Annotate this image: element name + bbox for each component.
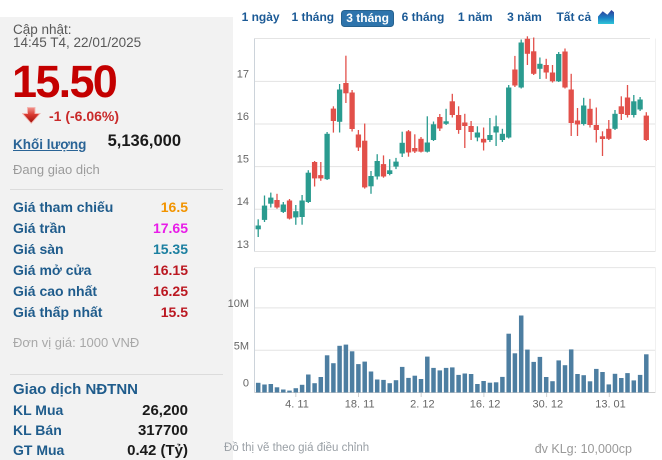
- svg-text:13: 13: [237, 239, 249, 251]
- svg-text:30. 12: 30. 12: [533, 399, 564, 411]
- svg-text:16: 16: [237, 111, 249, 123]
- svg-text:15: 15: [237, 154, 249, 166]
- svg-text:4. 11: 4. 11: [285, 399, 309, 411]
- svg-text:5M: 5M: [234, 341, 249, 353]
- svg-text:13. 01: 13. 01: [595, 399, 626, 411]
- svg-text:16. 12: 16. 12: [470, 399, 501, 411]
- svg-text:2. 12: 2. 12: [410, 399, 434, 411]
- svg-text:17: 17: [237, 68, 249, 80]
- svg-text:14: 14: [237, 196, 249, 208]
- svg-text:10M: 10M: [228, 298, 249, 310]
- svg-text:18. 11: 18. 11: [345, 399, 375, 411]
- svg-text:0: 0: [243, 378, 249, 390]
